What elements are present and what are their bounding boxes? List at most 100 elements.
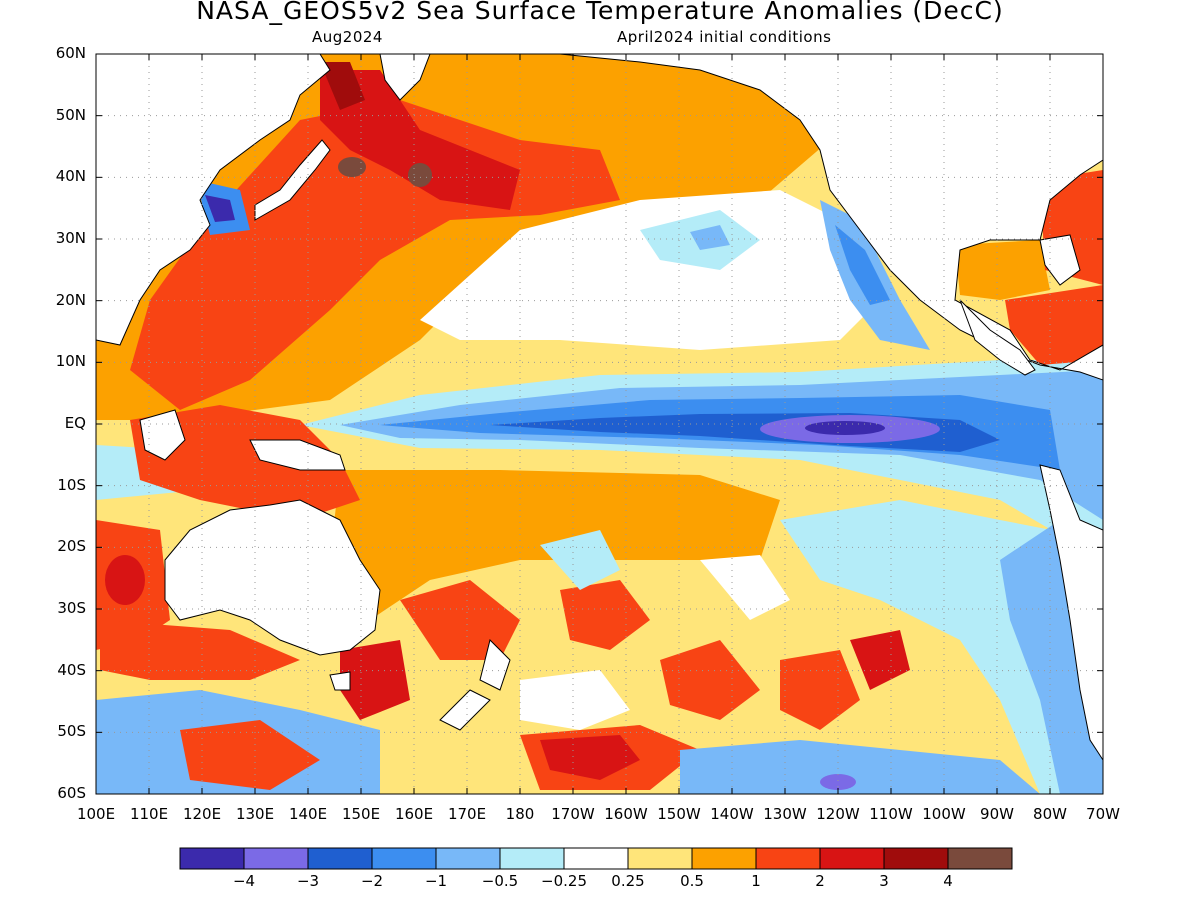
anomaly-max-east-of-japan	[338, 157, 366, 177]
lat-label: 10N	[55, 352, 86, 371]
colorbar-swatch	[243, 847, 309, 870]
landmass-japan	[254, 139, 331, 221]
lon-label: 170E	[447, 805, 487, 823]
colorbar-swatch	[755, 847, 821, 870]
lat-label: 60N	[55, 44, 86, 62]
lon-label: 160W	[604, 805, 648, 823]
colorbar-swatch	[627, 847, 693, 870]
gulf-of-mexico-warm	[955, 240, 1050, 300]
southern-ocean-warm-patch-2	[560, 580, 650, 650]
lon-label: 180	[505, 805, 535, 823]
landmass-central-america	[959, 299, 1036, 376]
southern-ocean-cool-band	[680, 740, 1040, 794]
lon-label: 120E	[182, 805, 222, 823]
lat-label: 40S	[57, 660, 86, 679]
lon-label: 170W	[551, 805, 595, 823]
subtropical-neutral-band	[420, 190, 880, 350]
landmass-new-guinea	[249, 439, 346, 471]
colorbar-swatch	[883, 847, 949, 870]
initial-conditions: April2024 initial conditions	[617, 28, 832, 46]
lon-label: 100W	[922, 805, 966, 823]
lat-label: EQ	[64, 414, 86, 432]
tasman-warm	[340, 640, 410, 720]
anomaly-max-central-north-pacific	[408, 163, 432, 187]
landmass-north-america	[559, 54, 1103, 381]
lon-label: 120W	[816, 805, 860, 823]
colorbar-label: 0.5	[680, 872, 704, 890]
lat-label: 30S	[57, 599, 86, 617]
landmass-south-america	[1039, 464, 1103, 761]
southern-ocean-warm-patch-4	[780, 650, 860, 730]
southern-ocean-warm-patch-3	[660, 640, 760, 720]
lon-label: 130W	[763, 805, 807, 823]
landmass-australia	[164, 499, 381, 656]
axis-ticks	[95, 53, 1104, 795]
colorbar-swatch	[499, 847, 565, 870]
lat-label: 10S	[57, 475, 86, 494]
kuroshio-extension-peak	[320, 70, 520, 210]
colorbar-label: −3	[296, 872, 320, 890]
lat-label: 40N	[55, 167, 86, 186]
lat-label: 60S	[57, 784, 86, 802]
southern-ocean-cool-patch-1	[540, 530, 620, 590]
landmass-kamchatka	[379, 54, 431, 101]
southern-ocean-cool-patch-3	[520, 670, 630, 730]
lat-label: 20S	[57, 537, 86, 556]
southern-ocean-cool-patch-2	[700, 555, 790, 620]
california-current-cool-inner	[835, 225, 890, 305]
colorbar-label: −4	[232, 872, 256, 890]
colorbar-label: −2	[360, 872, 384, 890]
southern-ocean-warm-patch-5	[850, 630, 910, 690]
colorbar-label: −0.5	[481, 872, 519, 890]
lat-label: 50S	[57, 722, 86, 741]
lon-label: 110W	[869, 805, 913, 823]
landmass-asia	[96, 54, 331, 346]
landmass-tasmania	[329, 671, 351, 691]
lon-label: 90W	[980, 805, 1014, 823]
subtropical-cool-patch-inner	[690, 225, 730, 250]
east-china-sea-cold	[205, 195, 235, 222]
lon-label: 160E	[394, 805, 434, 823]
lat-label: 20N	[55, 290, 86, 309]
map-title: NASA_GEOS5v2 Sea Surface Temperature Ano…	[196, 0, 1004, 25]
landmass-florida	[1039, 234, 1081, 286]
landmass-new-zealand-south	[439, 689, 491, 731]
colorbar-label: 2	[815, 872, 825, 890]
colorbar-swatch	[947, 847, 1013, 870]
maritime-continent-warm	[130, 405, 360, 520]
lon-label: 100E	[76, 805, 116, 823]
colorbar-label: 3	[879, 872, 889, 890]
lon-label: 110E	[129, 805, 169, 823]
lon-label: 70W	[1086, 805, 1120, 823]
south-of-new-zealand-hot	[540, 735, 640, 780]
colorbar-swatch	[563, 847, 629, 870]
forecast-month: Aug2024	[312, 28, 383, 46]
lon-label: 150E	[341, 805, 381, 823]
lon-label: 130E	[235, 805, 275, 823]
southern-ocean-cold-spot	[820, 774, 856, 790]
landmass-borneo	[139, 409, 186, 461]
colorbar-swatch	[179, 847, 245, 870]
southwest-warm-patches	[180, 720, 320, 790]
colorbar	[179, 847, 1013, 870]
colorbar-label: −1	[424, 872, 448, 890]
caribbean-warm	[1005, 285, 1103, 365]
kuroshio-extension-extreme	[320, 62, 365, 110]
landmass-new-zealand-north	[479, 639, 511, 691]
lon-label: 150W	[657, 805, 701, 823]
indian-ocean-hot-spot	[105, 555, 145, 605]
lon-label: 140E	[288, 805, 328, 823]
colorbar-label: 0.25	[611, 872, 645, 890]
colorbar-label: −0.25	[541, 872, 587, 890]
lon-label: 80W	[1033, 805, 1067, 823]
colorbar-swatch	[819, 847, 885, 870]
colorbar-swatch	[307, 847, 373, 870]
colorbar-label: 1	[751, 872, 761, 890]
lat-label: 50N	[55, 105, 86, 124]
lon-label: 140W	[710, 805, 754, 823]
colorbar-swatch	[435, 847, 501, 870]
nino3-cold-minimum-core	[805, 421, 885, 435]
lat-label: 30N	[55, 229, 86, 247]
colorbar-swatch	[691, 847, 757, 870]
southern-australia-warm	[100, 620, 300, 680]
